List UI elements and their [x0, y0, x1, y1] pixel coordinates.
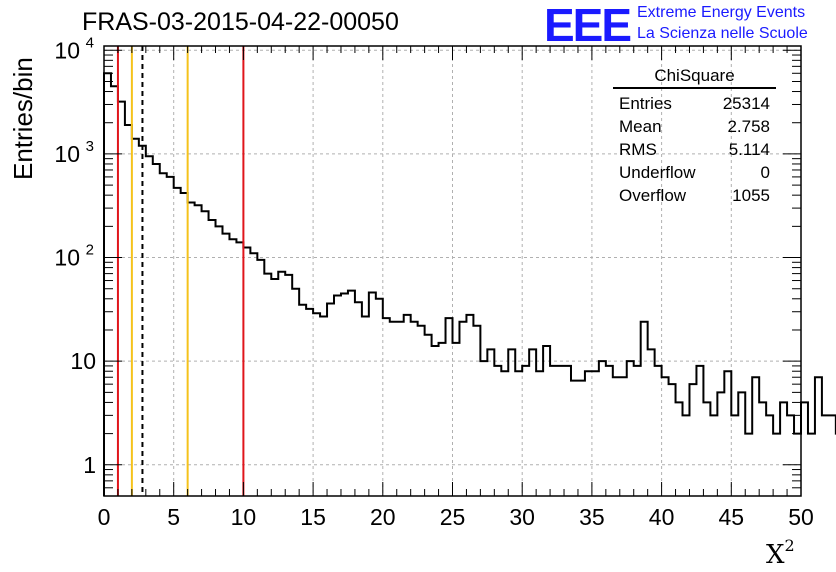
logo-caption-line1: Extreme Energy Events: [637, 4, 806, 21]
stats-row-overflow: Overflow 1055: [611, 184, 776, 207]
axis-ticks: [103, 46, 802, 497]
stats-value: 0: [760, 163, 770, 182]
logo-caption-line2: La Scienza nelle Scuole: [637, 25, 808, 42]
stats-value: 1055: [732, 186, 770, 205]
stats-row-entries: Entries 25314: [611, 92, 776, 115]
stats-row-underflow: Underflow 0: [611, 161, 776, 184]
stats-label: Overflow: [619, 186, 687, 205]
x-tick-label: 20: [370, 504, 396, 530]
x-tick-label: 15: [300, 504, 326, 530]
stats-row-mean: Mean 2.758: [611, 115, 776, 138]
stats-value: 5.114: [728, 140, 770, 159]
x-tick-label: 0: [98, 504, 111, 530]
x-axis-label-exponent: 2: [784, 536, 795, 555]
x-tick-label: 45: [719, 504, 745, 530]
x-tick-label: 50: [788, 504, 814, 530]
x-tick-label: 5: [167, 504, 180, 530]
histogram-series: [103, 72, 836, 496]
tick-labels: 0 5 10 15 20 25 30 35 40 45 50 1 10 10 2 10 3 10 4: [54, 34, 813, 530]
stats-label: RMS: [619, 140, 657, 159]
stats-value: 25314: [722, 94, 770, 113]
x-tick-label: 35: [579, 504, 605, 530]
y-tick-label-exponent: 4: [86, 34, 94, 51]
y-tick-label-exponent: 2: [86, 242, 94, 259]
stats-label: Entries: [619, 94, 672, 113]
x-tick-label: 40: [649, 504, 675, 530]
vertical-marker-lines: [116, 46, 245, 496]
y-tick-label: 10: [54, 245, 80, 271]
y-tick-label: 10: [54, 37, 80, 63]
histogram-step-line: [103, 72, 836, 496]
stats-label: Underflow: [619, 163, 696, 182]
stats-row-rms: RMS 5.114: [611, 138, 776, 161]
plot-title: FRAS-03-2015-04-22-00050: [82, 8, 399, 36]
stats-label: Mean: [619, 117, 662, 136]
y-tick-label: 1: [83, 452, 96, 478]
x-axis-label: X2: [766, 536, 795, 570]
x-tick-label: 10: [231, 504, 257, 530]
y-tick-label-exponent: 3: [86, 138, 94, 155]
eee-logo: EEE: [544, 0, 632, 51]
stats-box-title: ChiSquare: [613, 66, 776, 89]
x-tick-label: 25: [440, 504, 466, 530]
y-tick-label: 10: [70, 348, 96, 374]
x-tick-label: 30: [509, 504, 535, 530]
stats-box: ChiSquare Entries 25314 Mean 2.758 RMS 5…: [611, 66, 776, 207]
y-tick-label: 10: [54, 141, 80, 167]
x-axis-label-base: X: [766, 540, 785, 570]
stats-value: 2.758: [727, 117, 770, 136]
